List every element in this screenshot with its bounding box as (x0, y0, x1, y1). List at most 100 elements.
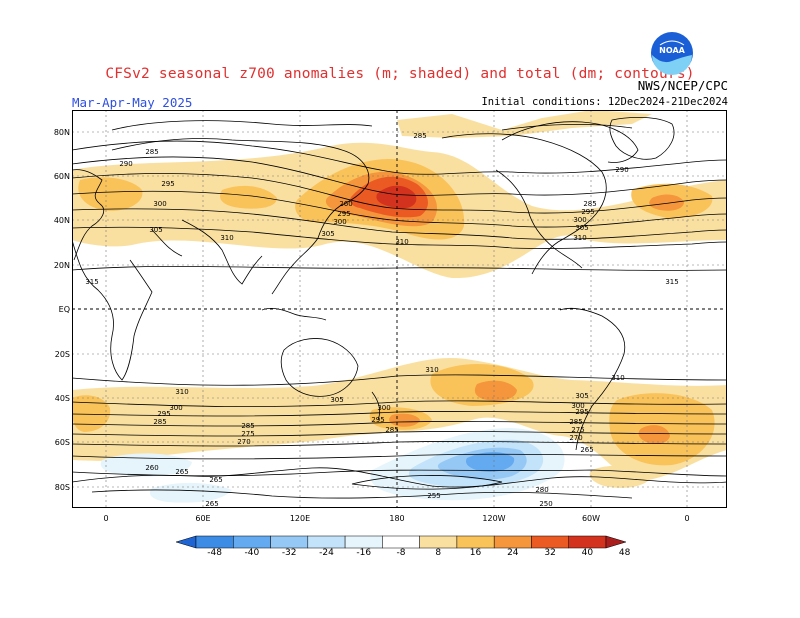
contour-label: 315 (665, 278, 678, 286)
contour-label: 305 (575, 224, 588, 232)
initial-conditions: Initial conditions: 12Dec2024-21Dec2024 (481, 96, 728, 108)
lat-label: 20S (54, 350, 70, 359)
lon-label: 0 (684, 514, 690, 523)
lon-label: 0 (103, 514, 109, 523)
contour-label: 265 (209, 476, 222, 484)
lat-label: 40S (54, 394, 70, 403)
contour-label: 285 (241, 422, 254, 430)
colorbar-label: 16 (469, 548, 482, 558)
contour-label: 305 (149, 226, 162, 234)
forecast-period: Mar-Apr-May 2025 (72, 95, 193, 110)
lat-label: 60N (53, 172, 70, 181)
colorbar-cell (605, 535, 626, 549)
contour-label: 270 (237, 438, 250, 446)
contour-label: 310 (220, 234, 233, 242)
colorbar-label: -32 (281, 548, 297, 558)
contour-label: 315 (85, 278, 98, 286)
colorbar-cell (493, 535, 532, 549)
colorbar-label: 32 (544, 548, 556, 558)
contour-label: 260 (145, 464, 158, 472)
contour-label: 265 (175, 468, 188, 476)
contour-label: 260 (339, 200, 352, 208)
lat-label: 40N (53, 216, 70, 225)
lon-label: 180 (389, 514, 405, 523)
colorbar-label: 40 (581, 548, 594, 558)
contour-label: 305 (321, 230, 334, 238)
contour-label: 285 (569, 418, 582, 426)
contour-label: 305 (575, 392, 588, 400)
graticule (72, 110, 727, 508)
colorbar-cell (195, 535, 234, 549)
colorbar (176, 535, 626, 549)
colorbar-cell (176, 535, 197, 549)
contour-label: 300 (377, 404, 390, 412)
contour-label: 295 (581, 208, 594, 216)
contour-label: 285 (385, 426, 398, 434)
contour-label: 250 (539, 500, 552, 508)
contour-label: 280 (535, 486, 548, 494)
lat-label: EQ (58, 305, 70, 314)
noaa-logo: NOAA (651, 32, 693, 75)
svg-text:NOAA: NOAA (659, 46, 685, 55)
contour-label: 295 (157, 410, 170, 418)
colorbar-cell (531, 535, 569, 549)
colorbar-cell (344, 535, 383, 549)
lon-label: 120W (482, 514, 506, 523)
lat-label: 80S (54, 483, 70, 492)
map-panel: 285 290 295 300 305 310 315 260 295 300 … (72, 110, 727, 508)
chart-title: CFSv2 seasonal z700 anomalies (m; shaded… (105, 66, 695, 82)
contour-label: 265 (205, 500, 218, 508)
colorbar-cell (568, 535, 607, 549)
contour-label: 310 (573, 234, 586, 242)
contour-label: 300 (333, 218, 346, 226)
contour-label: 290 (615, 166, 628, 174)
lat-label: 20N (53, 261, 70, 270)
colorbar-cell (419, 535, 458, 549)
contour-label: 270 (569, 434, 582, 442)
contour-label: 295 (161, 180, 174, 188)
contour-label: 285 (583, 200, 596, 208)
colorbar-label: 48 (618, 548, 631, 558)
contour-label: 290 (119, 160, 132, 168)
colorbar-label: -48 (207, 548, 222, 558)
agency-label: NWS/NCEP/CPC (637, 78, 728, 93)
colorbar-cell (307, 535, 346, 549)
contour-label: 275 (571, 426, 584, 434)
contour-label: 300 (169, 404, 182, 412)
colorbar-label: -24 (319, 548, 334, 558)
contour-label: 285 (145, 148, 158, 156)
lon-label: 120E (289, 514, 311, 523)
lat-label: 60S (54, 438, 70, 447)
colorbar-cell (233, 535, 271, 549)
colorbar-label: -16 (356, 548, 372, 558)
lat-label: 80N (53, 128, 70, 137)
contour-label: 310 (611, 374, 624, 382)
contour-label: 295 (371, 416, 384, 424)
contour-label: 265 (580, 446, 593, 454)
colorbar-cell (270, 535, 309, 549)
contour-label: 285 (153, 418, 166, 426)
contour-label: 310 (175, 388, 188, 396)
contour-label: 255 (427, 492, 440, 500)
colorbar-label: 24 (507, 548, 519, 558)
contour-label: 275 (241, 430, 254, 438)
lon-label: 60W (581, 514, 601, 523)
contour-label: 285 (413, 132, 426, 140)
colorbar-label: -40 (244, 548, 260, 558)
contour-label: 305 (330, 396, 343, 404)
colorbar-cell (382, 535, 420, 549)
contour-label: 300 (153, 200, 166, 208)
colorbar-label: -8 (396, 548, 406, 558)
height-contours (72, 120, 727, 499)
contour-label: 310 (395, 238, 408, 246)
contour-value-labels: 285 290 295 300 305 310 315 260 295 300 … (85, 132, 678, 508)
contour-label: 295 (337, 210, 350, 218)
contour-label: 295 (575, 408, 588, 416)
colorbar-label: 8 (435, 548, 442, 558)
contour-label: 300 (571, 402, 584, 410)
lon-label: 60E (195, 514, 211, 523)
contour-label: 310 (425, 366, 438, 374)
anomaly-shading (72, 110, 727, 503)
colorbar-cell (456, 535, 495, 549)
contour-label: 300 (573, 216, 586, 224)
